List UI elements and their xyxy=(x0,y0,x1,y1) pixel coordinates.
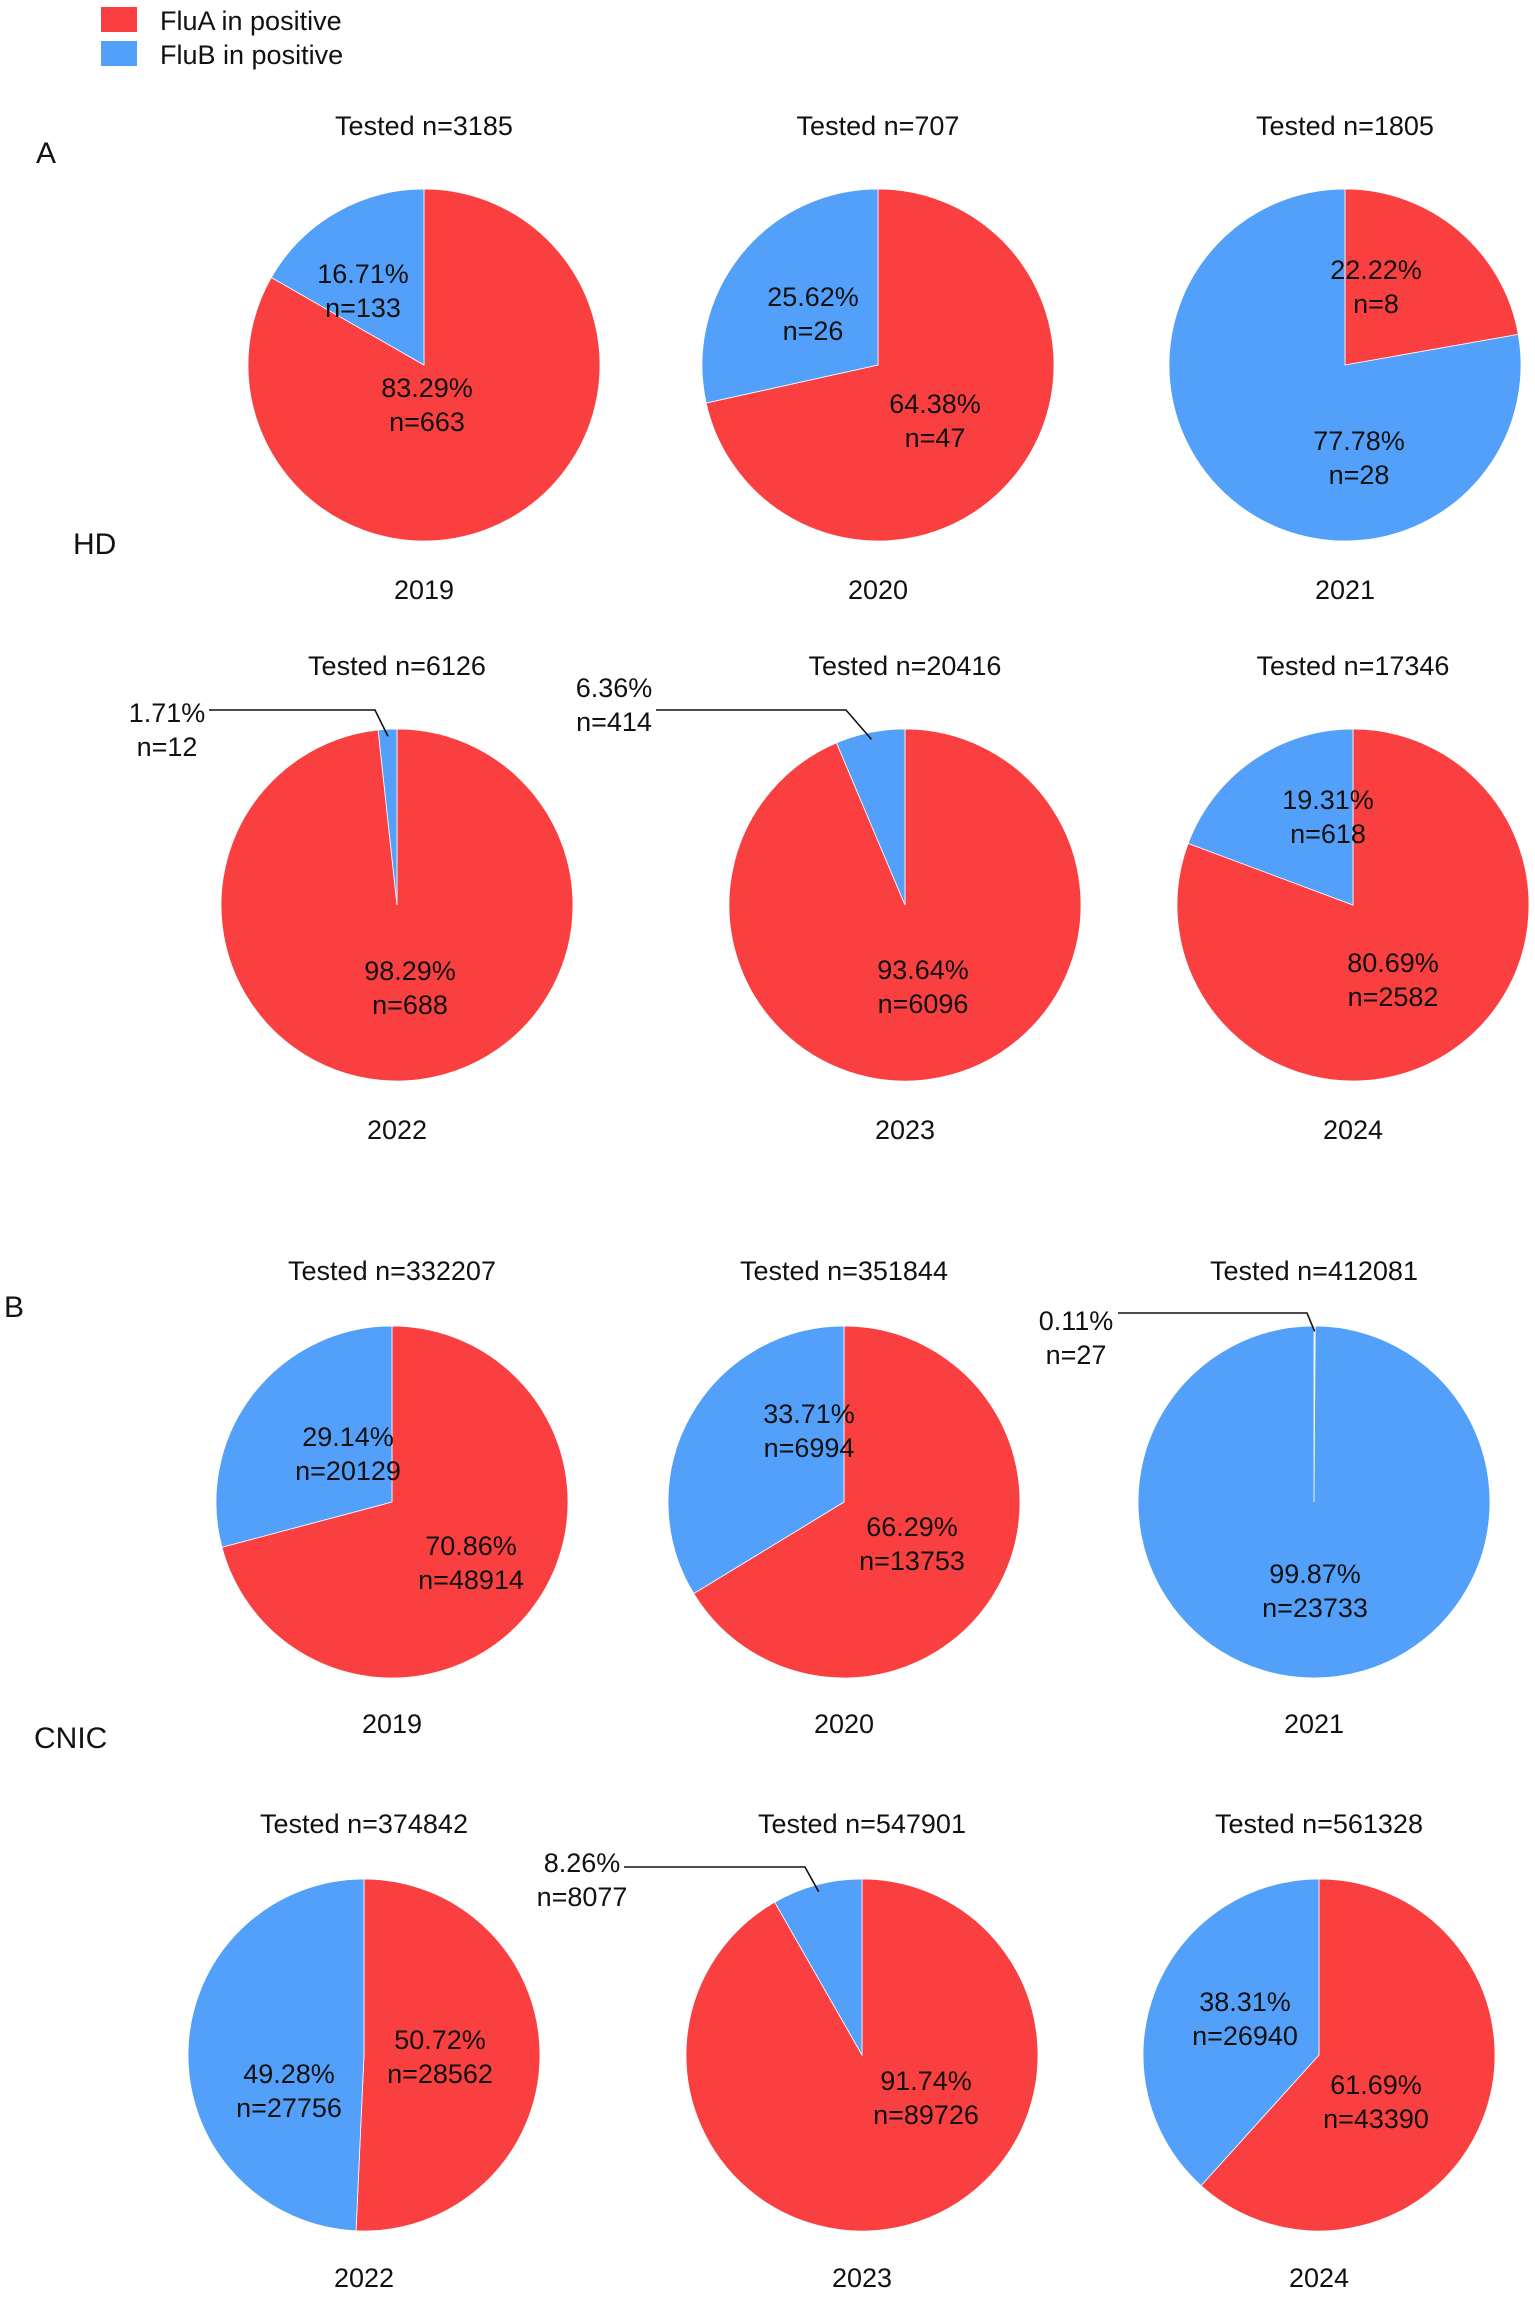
pie-slice-flub xyxy=(377,728,398,906)
panel-letter-b: B xyxy=(4,1291,24,1324)
pie-title: Tested n=547901 xyxy=(758,1809,966,1839)
pie-slice-flub xyxy=(836,728,906,906)
pie-year-label: 2023 xyxy=(832,2263,892,2293)
callout-label-flua: 0.11% n=27 xyxy=(1039,1306,1114,1370)
pie-slice-flub xyxy=(1142,1878,1320,2187)
pie-chart-b-2022: Tested n=374842 2022 50.72% n=28562 49.28% n=… xyxy=(187,1809,541,2293)
pie-slice-flub xyxy=(701,188,879,404)
legend: FluA in positive FluB in positive xyxy=(101,6,343,70)
legend-swatch-flua xyxy=(101,7,137,32)
callout-label-flub: 8.26% n=8077 xyxy=(537,1848,628,1912)
slice-label-flua: 64.38% n=47 xyxy=(889,389,981,453)
slice-label-flub: 33.71% n=6994 xyxy=(763,1399,855,1463)
pie-chart-a-2019: Tested n=3185 2019 83.29% n=663 16.71% n=133 xyxy=(247,111,601,605)
slice-label-flub: 49.28% n=27756 xyxy=(236,2059,342,2123)
legend-label-flua: FluA in positive xyxy=(160,6,342,36)
callout-label-flub: 1.71% n=12 xyxy=(129,698,206,762)
pie-title: Tested n=351844 xyxy=(740,1256,948,1286)
pie-slice-flua xyxy=(705,188,1055,542)
pie-year-label: 2022 xyxy=(334,2263,394,2293)
slice-label-flua: 70.86% n=48914 xyxy=(418,1531,524,1595)
pie-slice-flub xyxy=(187,1878,365,2232)
pie-title: Tested n=17346 xyxy=(1257,651,1450,681)
pie-slice-flub xyxy=(215,1325,393,1548)
slice-label-flua: 98.29% n=688 xyxy=(364,956,456,1020)
callout-leader-line xyxy=(1118,1312,1316,1332)
slice-label-flua: 66.29% n=13753 xyxy=(859,1512,965,1576)
pie-year-label: 2020 xyxy=(814,1709,874,1739)
pie-chart-a-2022: Tested n=6126 2022 98.29% n=688 1.71% n=12 xyxy=(129,651,574,1145)
callout-leader-line xyxy=(656,709,873,740)
pie-chart-a-2020: Tested n=707 2020 64.38% n=47 25.62% n=26 xyxy=(701,111,1055,605)
pie-chart-a-2023: Tested n=20416 2023 93.64% n=6096 6.36% n=414 xyxy=(576,651,1082,1145)
slice-label-flub: 38.31% n=26940 xyxy=(1192,1987,1298,2051)
pie-slice-flub xyxy=(1168,188,1522,542)
slice-label-flua: 91.74% n=89726 xyxy=(873,2066,979,2130)
slice-label-flua: 83.29% n=663 xyxy=(381,373,473,437)
slice-label-flua: 22.22% n=8 xyxy=(1330,255,1422,319)
pie-title: Tested n=6126 xyxy=(308,651,486,681)
pie-year-label: 2021 xyxy=(1315,575,1375,605)
slice-label-flub: 19.31% n=618 xyxy=(1282,785,1374,849)
legend-swatch-flub xyxy=(101,41,137,66)
callout-leader-line xyxy=(624,1866,820,1893)
legend-label-flub: FluB in positive xyxy=(160,40,343,70)
pie-title: Tested n=707 xyxy=(797,111,960,141)
pie-year-label: 2021 xyxy=(1284,1709,1344,1739)
slice-label-flua: 80.69% n=2582 xyxy=(1347,948,1439,1012)
pie-slice-flub xyxy=(774,1878,863,2057)
pie-year-label: 2024 xyxy=(1289,2263,1349,2293)
pie-title: Tested n=1805 xyxy=(1256,111,1434,141)
pie-slice-flua xyxy=(693,1325,1021,1679)
pie-chart-b-2019: Tested n=332207 2019 70.86% n=48914 29.14% n=… xyxy=(215,1256,569,1739)
group-label-cnic: CNIC xyxy=(34,1722,107,1755)
pie-year-label: 2023 xyxy=(875,1115,935,1145)
pie-slice-flua xyxy=(1200,1878,1496,2232)
pie-title: Tested n=374842 xyxy=(260,1809,468,1839)
pie-chart-a-2024: Tested n=17346 2024 80.69% n=2582 19.31% n=61… xyxy=(1176,651,1530,1145)
slice-label-flub: 29.14% n=20129 xyxy=(295,1422,401,1486)
pie-slice-flub xyxy=(270,188,425,366)
panel-letter-a: A xyxy=(36,137,56,170)
slice-label-flub: 25.62% n=26 xyxy=(767,282,859,346)
pie-title: Tested n=412081 xyxy=(1210,1256,1418,1286)
pie-chart-b-2021: Tested n=412081 2021 0.11% n=27 99.87% n=2373… xyxy=(1039,1256,1492,1739)
pie-year-label: 2020 xyxy=(848,575,908,605)
pie-slice-flua xyxy=(355,1878,541,2232)
slice-label-flub: 99.87% n=23733 xyxy=(1262,1559,1368,1623)
slice-label-flub: 77.78% n=28 xyxy=(1313,426,1405,490)
pie-slice-flub xyxy=(1138,1325,1492,1679)
pie-title: Tested n=561328 xyxy=(1215,1809,1423,1839)
pie-year-label: 2019 xyxy=(362,1709,422,1739)
callout-label-flub: 6.36% n=414 xyxy=(576,673,653,737)
pie-chart-b-2024: Tested n=561328 2024 61.69% n=43390 38.31% n=… xyxy=(1142,1809,1496,2293)
slice-label-flua: 61.69% n=43390 xyxy=(1323,2070,1429,2134)
pie-chart-a-2021: Tested n=1805 2021 22.22% n=8 77.78% n=28 xyxy=(1168,111,1522,605)
pie-year-label: 2024 xyxy=(1323,1115,1383,1145)
pie-slice-flub xyxy=(1187,728,1354,906)
slice-label-flua: 93.64% n=6096 xyxy=(877,955,969,1019)
slice-label-flub: 16.71% n=133 xyxy=(317,259,409,323)
pie-year-label: 2022 xyxy=(367,1115,427,1145)
pie-title: Tested n=20416 xyxy=(809,651,1002,681)
pie-year-label: 2019 xyxy=(394,575,454,605)
pie-chart-b-2023: Tested n=547901 2023 91.74% n=89726 8.26% n=8… xyxy=(537,1809,1039,2293)
callout-leader-line xyxy=(209,709,389,737)
slice-label-flua: 50.72% n=28562 xyxy=(387,2025,493,2089)
group-label-hd: HD xyxy=(73,528,116,561)
pie-slice-flub xyxy=(667,1325,845,1595)
pie-slice-flua xyxy=(1344,188,1519,366)
pie-slice-flua xyxy=(221,1325,569,1679)
pie-title: Tested n=3185 xyxy=(335,111,513,141)
pie-title: Tested n=332207 xyxy=(288,1256,496,1286)
